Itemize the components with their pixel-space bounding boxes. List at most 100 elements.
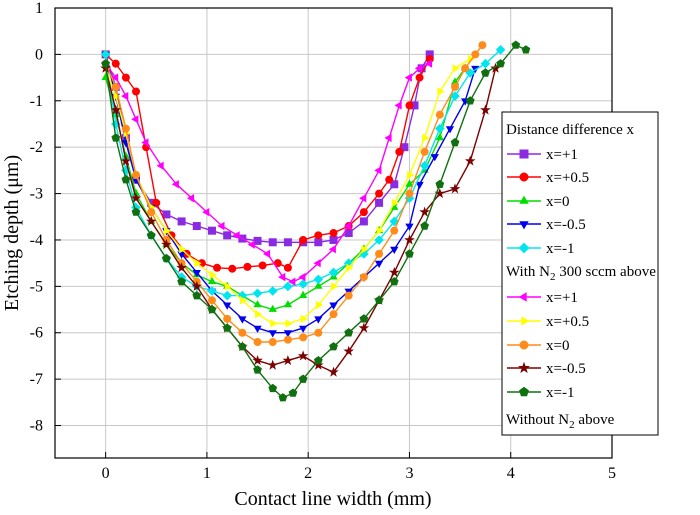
series-line-without-xplus1 bbox=[105, 63, 430, 283]
data-point-with-xplus1 bbox=[410, 101, 419, 110]
data-point-without-xplus0p5 bbox=[391, 198, 400, 207]
data-point-with-xplus1 bbox=[283, 238, 292, 247]
data-point-without-xminus1 bbox=[288, 388, 298, 397]
data-point-without-xminus1 bbox=[253, 365, 262, 374]
data-point-without-x0 bbox=[268, 338, 277, 347]
legend-header-without-n2-post: above bbox=[575, 412, 615, 428]
data-point-with-xplus0p5 bbox=[111, 59, 120, 68]
data-point-without-x0 bbox=[461, 64, 470, 73]
legend-label: x=+1 bbox=[546, 147, 578, 163]
data-point-without-x0 bbox=[390, 226, 399, 235]
data-point-without-xminus1 bbox=[207, 304, 217, 314]
data-point-with-xminus1 bbox=[328, 267, 339, 278]
data-point-without-xminus0p5 bbox=[343, 345, 354, 356]
data-point-without-xplus1 bbox=[404, 73, 412, 82]
legend-swatch-marker bbox=[519, 221, 529, 230]
x-tick-label: 3 bbox=[405, 465, 413, 482]
legend-label: x=-1 bbox=[546, 385, 574, 401]
data-point-without-xminus1 bbox=[222, 323, 232, 332]
data-point-without-xplus1 bbox=[232, 231, 240, 240]
data-point-with-xplus1 bbox=[162, 210, 171, 219]
data-point-with-xplus0p5 bbox=[243, 262, 252, 271]
data-point-with-x0 bbox=[435, 133, 444, 141]
data-point-without-xminus1 bbox=[177, 277, 186, 286]
data-point-with-xplus0p5 bbox=[167, 231, 176, 240]
data-point-without-xminus1 bbox=[121, 175, 131, 184]
data-point-with-xminus0p5 bbox=[299, 325, 308, 333]
data-point-with-xminus1 bbox=[480, 58, 491, 69]
data-point-with-xplus1 bbox=[147, 198, 156, 207]
legend-header-with-n2-post: 300 sccm above bbox=[555, 264, 656, 280]
data-point-with-xplus1 bbox=[390, 180, 399, 189]
legend-swatch-marker bbox=[519, 386, 529, 397]
data-point-without-x0 bbox=[223, 314, 232, 323]
series-with-xplus0p5 bbox=[101, 50, 434, 273]
data-point-with-xplus1 bbox=[192, 222, 201, 231]
legend-item: x=-1 bbox=[507, 385, 574, 401]
data-point-with-xminus1 bbox=[450, 91, 460, 101]
y-tick-label: -4 bbox=[30, 232, 43, 249]
data-point-without-xminus1 bbox=[405, 249, 414, 258]
data-point-with-x0 bbox=[131, 188, 141, 196]
legend-label: x=+1 bbox=[546, 290, 578, 306]
data-point-with-xplus0p5 bbox=[405, 101, 414, 110]
y-tick-label: -8 bbox=[30, 418, 43, 435]
data-point-without-xplus1 bbox=[384, 133, 392, 143]
data-point-without-x0 bbox=[344, 291, 353, 300]
data-point-without-xplus1 bbox=[156, 161, 164, 170]
data-point-with-xminus0p5 bbox=[405, 223, 414, 231]
data-point-with-xplus1 bbox=[314, 238, 323, 247]
data-point-without-xplus0p5 bbox=[113, 92, 121, 101]
data-point-without-x0 bbox=[420, 147, 429, 156]
y-axis-ticks: 1 0 -1 -2 -3 -4 -5 -6 -7 -8 bbox=[30, 0, 61, 435]
data-point-without-xplus0p5 bbox=[346, 263, 354, 272]
data-point-without-xplus0p5 bbox=[300, 314, 308, 323]
data-point-with-xplus0p5 bbox=[283, 263, 292, 272]
data-point-without-x0 bbox=[299, 333, 308, 342]
data-point-with-xminus1 bbox=[100, 49, 111, 60]
data-point-without-xminus1 bbox=[435, 179, 445, 188]
data-point-with-xminus0p5 bbox=[238, 316, 247, 324]
data-point-with-xminus1 bbox=[374, 235, 384, 245]
data-point-without-xplus0p5 bbox=[240, 296, 248, 305]
data-point-without-xminus1 bbox=[146, 230, 156, 239]
legend-swatch-marker bbox=[519, 195, 529, 204]
legend-label: x=+0.5 bbox=[546, 170, 589, 186]
data-point-without-xplus1 bbox=[424, 59, 433, 68]
data-point-with-xplus0p5 bbox=[375, 189, 384, 198]
data-point-without-xplus0p5 bbox=[285, 319, 293, 328]
y-tick-label: -1 bbox=[30, 93, 43, 110]
data-point-with-xminus1 bbox=[389, 216, 400, 227]
data-point-without-x0 bbox=[478, 41, 487, 50]
data-point-without-xminus1 bbox=[162, 253, 171, 263]
legend-swatch-marker bbox=[518, 242, 530, 254]
legend-box bbox=[501, 111, 659, 436]
data-point-with-xminus1 bbox=[404, 193, 415, 203]
data-point-with-xplus0p5 bbox=[415, 73, 424, 82]
legend-swatch-marker bbox=[519, 172, 529, 182]
legend-header-without-n2: Without N2 above bbox=[506, 412, 615, 431]
legend-label: x=0 bbox=[546, 194, 569, 210]
data-point-without-xplus1 bbox=[262, 249, 271, 258]
data-point-without-xminus1 bbox=[481, 68, 490, 77]
data-point-without-x0 bbox=[132, 171, 141, 180]
data-point-with-xminus0p5 bbox=[445, 126, 455, 134]
data-point-with-xminus0p5 bbox=[329, 302, 338, 310]
data-point-with-xminus1 bbox=[267, 286, 278, 296]
legend-item: x=+0.5 bbox=[507, 314, 589, 330]
legend-entries: x=+1 x=+0.5 x=0 x=-0.5 x=-1 x=+1 x=+0.5 x=0 x=-0… bbox=[507, 147, 589, 401]
data-point-without-xplus1 bbox=[394, 101, 402, 110]
data-point-without-x0 bbox=[283, 335, 292, 344]
legend-label: x=-0.5 bbox=[546, 217, 586, 233]
data-point-without-xminus0p5 bbox=[130, 192, 142, 203]
data-point-with-xminus0p5 bbox=[283, 330, 293, 338]
data-point-with-xplus1 bbox=[268, 238, 277, 247]
data-point-without-x0 bbox=[314, 328, 323, 337]
data-point-with-xminus0p5 bbox=[192, 270, 201, 278]
data-point-without-xplus1 bbox=[374, 166, 382, 175]
data-point-with-xminus0p5 bbox=[374, 260, 384, 268]
series-without-xminus0p5 bbox=[100, 62, 501, 377]
data-point-without-xminus0p5 bbox=[120, 155, 132, 166]
data-point-without-xplus0p5 bbox=[164, 226, 172, 235]
data-point-without-x0 bbox=[253, 338, 262, 347]
